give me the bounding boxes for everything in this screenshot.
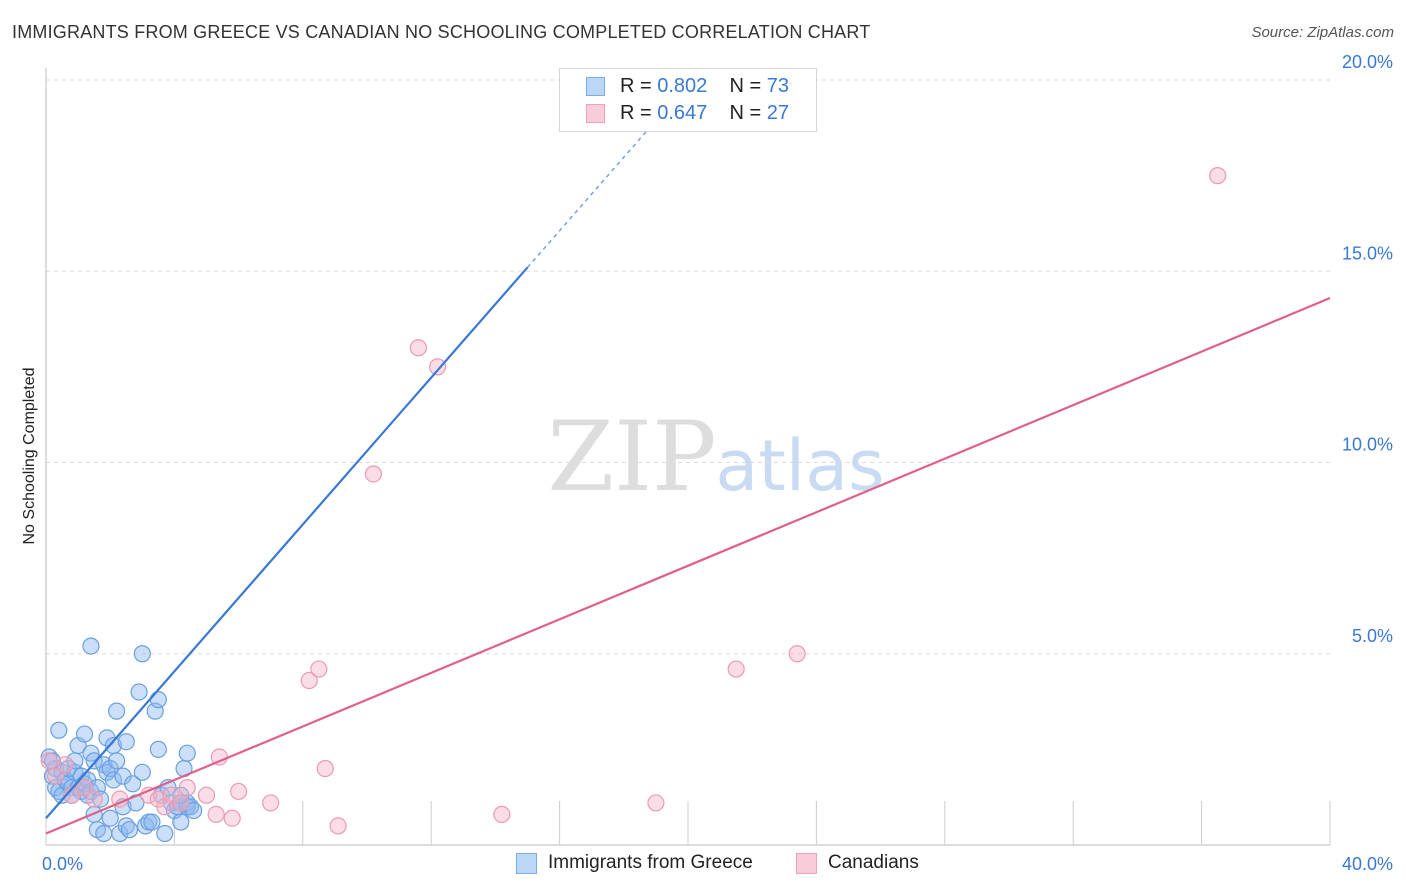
bottom-legend-label-canadians: Canadians: [828, 852, 919, 873]
bottom-legend-swatch-greece: [516, 853, 537, 874]
legend-r-value-greece: 0.802: [657, 75, 708, 97]
legend-swatch-canadians: [586, 104, 605, 123]
point-s1-24: [429, 358, 447, 376]
legend-n-label-canadians: N =: [729, 102, 762, 124]
point-s0-25: [85, 752, 103, 770]
point-s1-22: [329, 817, 347, 835]
point-s0-39: [108, 752, 126, 770]
x-tick-label-0: 0.0%: [42, 854, 83, 874]
point-s0-71: [82, 637, 100, 655]
point-s1-19: [300, 671, 318, 690]
point-s0-68: [185, 801, 203, 820]
point-s0-49: [133, 763, 151, 781]
bottom-legend-swatch-canadians: [796, 853, 817, 874]
point-s1-5: [85, 790, 103, 808]
legend-n-label-greece: N =: [729, 75, 762, 97]
point-s1-28: [727, 660, 745, 678]
point-s1-13: [197, 786, 216, 804]
point-s1-12: [178, 779, 196, 797]
point-s0-19: [75, 725, 94, 743]
stats-legend: R = 0.802 N = 73 R = 0.647 N = 27: [559, 68, 817, 132]
point-s1-29: [788, 645, 806, 663]
point-s0-55: [149, 691, 167, 709]
point-s1-17: [230, 782, 248, 801]
point-s0-57: [156, 824, 174, 843]
point-s0-4: [50, 721, 68, 739]
point-s1-15: [207, 805, 225, 824]
point-s0-31: [95, 824, 113, 843]
chart-title: IMMIGRANTS FROM GREECE VS CANADIAN NO SC…: [12, 22, 871, 42]
y-tick-label-1: 10.0%: [1342, 435, 1393, 455]
point-s1-30: [1209, 167, 1227, 185]
point-s1-20: [310, 660, 328, 678]
points-layer: [40, 167, 1227, 843]
watermark-zip: ZIP: [547, 401, 716, 513]
point-s0-48: [130, 683, 148, 701]
point-s1-26: [493, 805, 511, 824]
x-tick-label-1: 40.0%: [1342, 854, 1393, 874]
y-axis-title: No Schooling Completed: [21, 368, 38, 545]
point-s0-70: [133, 645, 151, 663]
point-s0-52: [143, 813, 161, 831]
point-s1-1: [47, 767, 65, 785]
point-s1-27: [647, 794, 665, 812]
point-s0-29: [91, 790, 110, 808]
point-s1-2: [56, 756, 74, 774]
legend-r-value-canadians: 0.647: [657, 102, 708, 124]
trendline-canadians: [45, 297, 1331, 835]
grid: [46, 79, 1330, 655]
y-tick-label-3: 20.0%: [1342, 52, 1393, 72]
watermark-atlas: atlas: [715, 425, 884, 507]
point-s0-72: [178, 744, 196, 762]
point-s0-38: [108, 702, 126, 720]
point-s0-46: [124, 775, 142, 793]
point-s1-11: [172, 794, 190, 812]
point-s1-4: [75, 779, 94, 797]
point-s1-25: [364, 465, 383, 483]
point-s1-23: [409, 339, 427, 357]
point-s1-18: [262, 794, 280, 812]
y-tick-label-2: 15.0%: [1342, 243, 1393, 263]
trendline-greece: [45, 266, 529, 819]
point-s0-65: [172, 813, 190, 831]
point-s0-37: [104, 771, 123, 789]
legend-swatch-greece: [586, 77, 605, 96]
axes: [45, 68, 1331, 846]
point-s0-35: [101, 809, 119, 827]
legend-n-value-canadians: 27: [766, 102, 790, 124]
point-s1-21: [316, 759, 334, 778]
y-tick-label-0: 5.0%: [1352, 626, 1393, 646]
legend-n-value-greece: 73: [766, 75, 790, 97]
point-s1-16: [223, 809, 241, 827]
bottom-legend-label-greece: Immigrants from Greece: [548, 852, 753, 873]
source-label: Source: ZipAtlas.com: [1251, 24, 1394, 41]
point-s0-54: [149, 740, 167, 758]
tick-labels: 5.0% 10.0% 15.0% 20.0% 0.0% 40.0%: [42, 52, 1393, 874]
legend-r-label-canadians: R =: [620, 102, 652, 124]
point-s1-0: [40, 752, 58, 770]
point-s0-45: [120, 821, 139, 839]
point-s0-43: [117, 733, 135, 751]
legend-r-label-greece: R =: [620, 75, 652, 97]
watermark: ZIP atlas: [547, 401, 884, 513]
